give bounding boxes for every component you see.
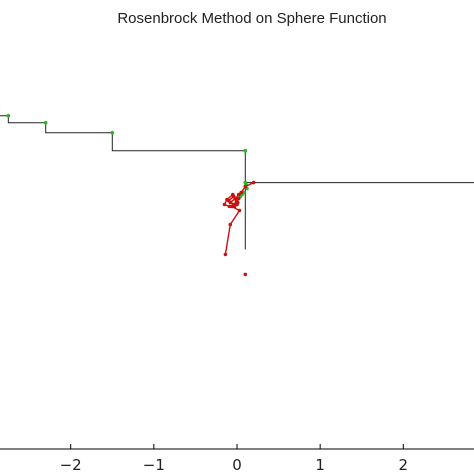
series-2-point-0 — [251, 180, 256, 185]
x-tick-label-4: 2 — [399, 456, 409, 474]
series-3-point-1 — [243, 272, 248, 277]
series-0-line — [0, 115, 474, 250]
x-tick-label-1: −1 — [143, 456, 165, 474]
series-2-point-3 — [236, 192, 241, 197]
plot-area — [0, 106, 474, 277]
series-2-point-17 — [230, 204, 234, 209]
x-axis: −2 −1 0 1 2 — [0, 444, 474, 474]
x-tick-label-2: 0 — [232, 456, 242, 474]
chart-title: Rosenbrock Method on Sphere Function — [117, 10, 386, 27]
series-1-point-0 — [6, 113, 11, 118]
series-2-point-13 — [222, 202, 227, 207]
series-1-point-3 — [243, 148, 248, 153]
series-1-point-2 — [110, 130, 115, 135]
series-1-point-1 — [43, 120, 48, 125]
series-2-point-15 — [233, 202, 238, 207]
series-2-point-1 — [243, 184, 248, 189]
series-2-point-16 — [236, 196, 241, 201]
series-2-point-10 — [236, 200, 240, 205]
series-2-point-20 — [223, 252, 228, 257]
x-tick-label-0: −2 — [60, 456, 82, 474]
series-2-point-11 — [231, 192, 235, 197]
series-2-point-2 — [239, 190, 243, 195]
series-2-point-12 — [225, 197, 229, 202]
series-2-point-19 — [228, 222, 233, 227]
x-tick-label-3: 1 — [315, 456, 325, 474]
series-2-point-18 — [237, 208, 242, 213]
series-2-point-14 — [227, 204, 232, 209]
